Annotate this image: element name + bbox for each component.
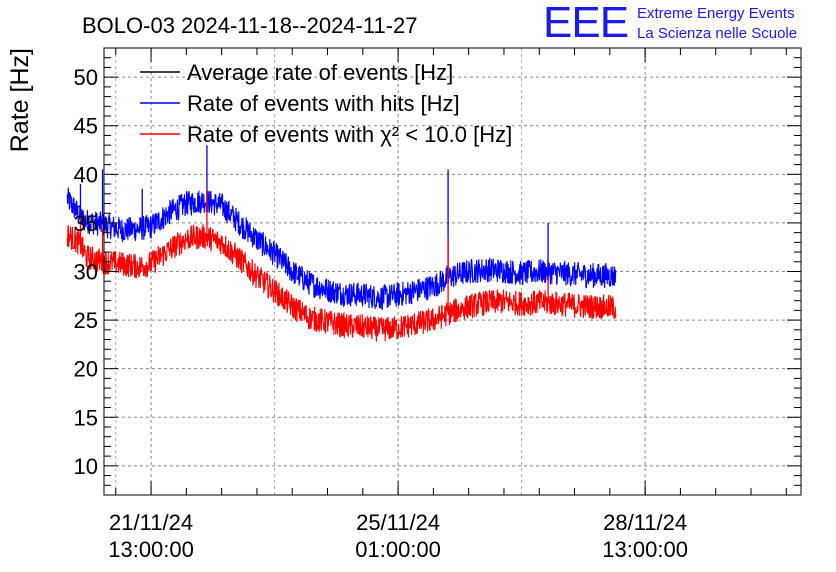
series-line (66, 187, 617, 310)
x-tick-label-time: 01:00:00 (355, 537, 441, 562)
x-tick-label-date: 28/11/24 (603, 510, 687, 535)
y-axis-label: Rate [Hz] (6, 48, 34, 152)
y-tick-label: 30 (74, 260, 98, 285)
legend-label: Rate of events with χ² < 10.0 [Hz] (187, 122, 512, 147)
y-tick-label: 20 (74, 357, 98, 382)
x-tick-label-time: 13:00:00 (108, 537, 194, 562)
y-tick-label: 25 (74, 308, 98, 333)
series-2 (66, 188, 617, 342)
y-tick-label: 40 (74, 162, 98, 187)
legend-label: Average rate of events [Hz] (187, 60, 453, 85)
y-tick-label: 15 (74, 405, 98, 430)
series-1 (66, 145, 617, 310)
eee-logo: EEE Extreme Energy Events La Scienza nel… (543, 0, 833, 47)
x-tick-label-time: 13:00:00 (602, 537, 688, 562)
eee-logo-line2: La Scienza nelle Scuole (637, 25, 798, 42)
series-line (66, 224, 617, 342)
legend: Average rate of events [Hz] Rate of event… (140, 60, 512, 147)
eee-logo-line1: Extreme Energy Events (637, 5, 795, 22)
axes: 10152025303540455021/11/2413:00:0025/11/… (74, 47, 801, 562)
y-tick-label: 50 (74, 65, 98, 90)
chart-title: BOLO-03 2024-11-18--2024-11-27 (82, 13, 418, 38)
eee-logo-mark: EEE (543, 0, 629, 47)
legend-label: Rate of events with hits [Hz] (187, 91, 460, 116)
y-tick-label: 35 (74, 211, 98, 236)
x-tick-label-date: 25/11/24 (356, 510, 440, 535)
y-tick-label: 10 (74, 454, 98, 479)
x-tick-label-date: 21/11/24 (109, 510, 193, 535)
y-tick-label: 45 (74, 114, 98, 139)
series-layer (66, 145, 617, 342)
